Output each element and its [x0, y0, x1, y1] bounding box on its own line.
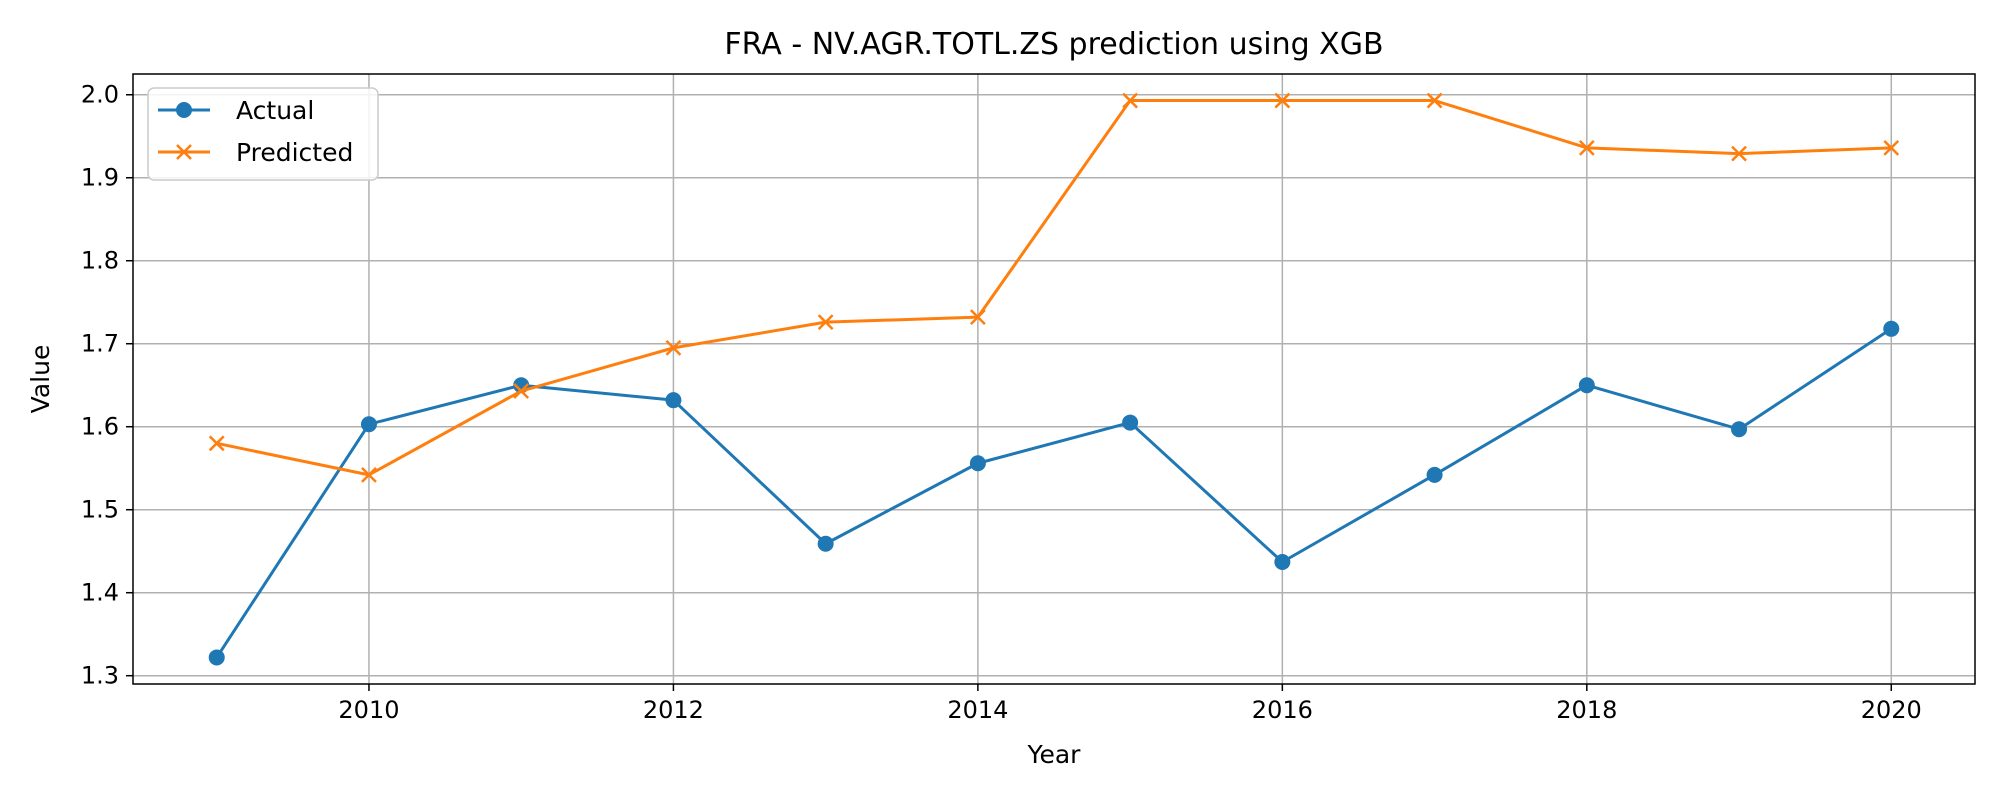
- predicted-point: [1731, 145, 1747, 162]
- predicted-point: [1883, 139, 1900, 156]
- predicted-point: [665, 339, 682, 356]
- predicted-point: [1122, 92, 1139, 109]
- actual-point: [969, 455, 986, 472]
- actual-series-line: [215, 327, 1893, 659]
- data-series: [208, 92, 1900, 666]
- y-tick-label: 1.5: [81, 496, 119, 524]
- actual-point: [1883, 320, 1900, 337]
- predicted-point: [1274, 92, 1291, 109]
- legend-actual-label: Actual: [236, 96, 314, 125]
- actual-point: [1426, 466, 1443, 483]
- y-tick-label: 1.3: [81, 662, 119, 690]
- predicted-point: [817, 314, 834, 331]
- predicted-point: [208, 435, 225, 452]
- legend-predicted-marker: [176, 144, 192, 160]
- legend-predicted-label: Predicted: [236, 138, 353, 167]
- actual-point: [1731, 421, 1748, 438]
- actual-point: [1578, 377, 1595, 394]
- predicted-point: [970, 309, 986, 326]
- predicted-series-line: [216, 99, 1892, 477]
- predicted-point: [361, 466, 377, 483]
- y-tick-label: 1.9: [81, 164, 119, 192]
- actual-point: [665, 392, 682, 409]
- x-tick-label: 2014: [947, 696, 1008, 724]
- y-tick-label: 1.4: [81, 579, 119, 607]
- axis-ticks: 2010 2012 2014 2016 2018 2020 1.3 1.4 1.5 1.6 1.7 1…: [81, 81, 1922, 724]
- predicted-point: [1578, 139, 1595, 156]
- predicted-point: [513, 383, 530, 399]
- x-tick-label: 2010: [338, 696, 399, 724]
- y-tick-label: 1.6: [81, 413, 119, 441]
- x-tick-label: 2020: [1861, 696, 1922, 724]
- x-axis-label: Year: [1027, 740, 1082, 769]
- actual-point: [817, 535, 834, 552]
- legend: Actual Predicted: [147, 87, 379, 181]
- y-axis-label: Value: [26, 345, 55, 414]
- y-tick-label: 1.8: [81, 247, 119, 275]
- actual-point: [1122, 414, 1139, 431]
- plot-area-frame: [132, 73, 1976, 685]
- actual-point: [208, 649, 225, 666]
- legend-actual-marker: [176, 102, 192, 118]
- x-tick-label: 2018: [1556, 696, 1617, 724]
- predicted-point: [1426, 92, 1443, 109]
- actual-point: [360, 416, 377, 433]
- actual-point: [1274, 554, 1291, 570]
- x-tick-label: 2016: [1252, 696, 1313, 724]
- chart-title: FRA - NV.AGR.TOTL.ZS prediction using XG…: [724, 27, 1383, 62]
- x-tick-label: 2012: [643, 696, 704, 724]
- y-tick-label: 1.7: [81, 330, 119, 358]
- grid: [133, 74, 1975, 684]
- y-tick-label: 2.0: [81, 81, 119, 109]
